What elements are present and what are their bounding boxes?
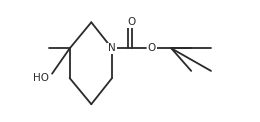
Text: O: O	[147, 43, 156, 53]
Text: HO: HO	[33, 73, 49, 83]
Text: N: N	[108, 43, 116, 53]
Text: O: O	[128, 17, 136, 27]
